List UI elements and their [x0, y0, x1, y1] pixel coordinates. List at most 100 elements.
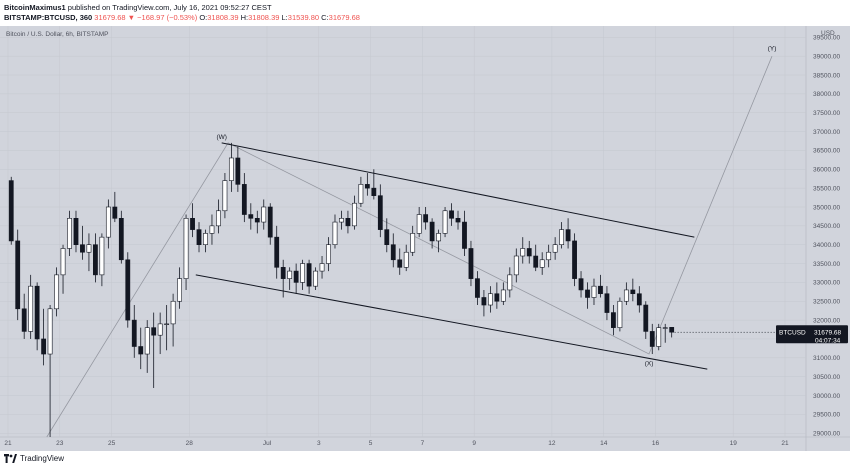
candle-body-down: [190, 218, 195, 230]
y-tick-label: 33000.00: [813, 280, 840, 287]
candle: [423, 206, 429, 230]
author-name[interactable]: BitcoinMaximus1: [4, 3, 66, 12]
close-value: 31679.68: [328, 13, 360, 22]
candle: [636, 286, 642, 313]
candle-body-down: [306, 263, 312, 287]
candle: [293, 263, 299, 294]
candle-body-up: [546, 251, 552, 261]
candle: [578, 271, 584, 298]
candle-body-down: [611, 312, 616, 328]
candle-body-down: [254, 218, 260, 223]
candle-body-down: [138, 346, 144, 355]
candle-body-up: [313, 270, 318, 287]
high-value: 31808.39: [248, 13, 280, 22]
y-tick-label: 37000.00: [813, 129, 840, 136]
candle-body-up: [358, 184, 364, 204]
candle: [190, 203, 195, 238]
candle: [209, 214, 215, 245]
low-value: 31539.80: [287, 13, 320, 22]
candle-body-down: [578, 278, 584, 291]
candle: [617, 297, 623, 332]
candle: [436, 229, 441, 253]
candle: [371, 169, 377, 200]
candle-body-down: [636, 293, 642, 306]
candle-body-up: [86, 244, 92, 253]
candle-body-up: [228, 157, 234, 181]
x-axis-ticks: 21 23 25 28 Jul 3 5 7 9 12 14 16 19 21: [4, 440, 789, 447]
candle-body-down: [345, 218, 351, 227]
candle-body-down: [669, 327, 675, 333]
candle-body-up: [326, 244, 331, 264]
candle: [21, 293, 27, 339]
candle: [28, 274, 34, 339]
candle: [403, 244, 409, 272]
candle: [500, 282, 506, 306]
candle-body-down: [293, 270, 299, 283]
candle: [261, 199, 267, 230]
candle: [591, 278, 597, 306]
x-tick-label: 28: [186, 440, 194, 447]
candle-body-down: [21, 308, 27, 332]
candle-body-up: [203, 233, 208, 245]
candle: [144, 320, 150, 373]
y-tick-label: 32500.00: [813, 299, 840, 306]
descending-channel[interactable]: [195, 142, 708, 370]
low-label: L:: [281, 13, 288, 22]
price-tag-box: [776, 325, 848, 344]
price-axis[interactable]: [806, 26, 850, 437]
candle: [34, 282, 40, 351]
candle-body-up: [332, 221, 338, 245]
candle: [475, 271, 480, 306]
candle: [228, 142, 234, 192]
candle-body-down: [604, 293, 610, 313]
candle-body-down: [131, 319, 137, 347]
x-tick-label: 25: [108, 440, 116, 447]
wave-label: (W): [216, 134, 226, 141]
candle-body-up: [513, 255, 519, 276]
channel-lower-line[interactable]: [195, 274, 708, 370]
candle: [358, 176, 364, 207]
candle: [539, 252, 545, 275]
candle-body-up: [287, 270, 293, 279]
candle-body-up: [28, 285, 34, 332]
price-tag-price: 31679.68: [814, 329, 841, 336]
candle-body-down: [475, 278, 480, 298]
candle-body-down: [15, 240, 21, 310]
candle: [157, 312, 163, 355]
candle: [47, 305, 53, 437]
candle: [520, 237, 526, 264]
candle-body-up: [144, 327, 150, 355]
x-tick-label: 23: [56, 440, 64, 447]
candle: [649, 323, 655, 355]
candle: [216, 199, 221, 234]
time-axis[interactable]: [0, 437, 850, 451]
chart-header: BitcoinMaximus1 published on TradingView…: [0, 0, 850, 26]
candle-body-up: [617, 300, 623, 328]
candle: [274, 225, 280, 279]
plot-area[interactable]: [0, 26, 806, 437]
candle-body-down: [235, 157, 241, 185]
candle-body-down: [598, 285, 603, 295]
candle: [67, 210, 72, 257]
price-tag: BTCUSD 31679.68 04:07:34: [674, 325, 848, 345]
candle: [73, 210, 79, 253]
published-text: published on TradingView.com, July 16, 2…: [67, 3, 272, 12]
tradingview-logo[interactable]: TradingView: [4, 454, 64, 463]
x-tick-label: 12: [548, 440, 556, 447]
x-tick-label: 21: [4, 440, 12, 447]
y-tick-label: 30500.00: [813, 374, 840, 381]
candle: [526, 240, 532, 264]
candle: [203, 229, 208, 253]
candle-body-down: [112, 206, 118, 219]
channel-upper-line[interactable]: [221, 142, 695, 238]
candle: [241, 173, 247, 223]
candle-body-down: [565, 229, 571, 242]
candle: [630, 278, 636, 302]
candle: [54, 267, 59, 317]
candle: [93, 233, 98, 283]
candle-body-down: [248, 214, 254, 219]
candle-body-down: [397, 259, 403, 268]
candle: [105, 199, 111, 249]
candle: [585, 282, 590, 309]
